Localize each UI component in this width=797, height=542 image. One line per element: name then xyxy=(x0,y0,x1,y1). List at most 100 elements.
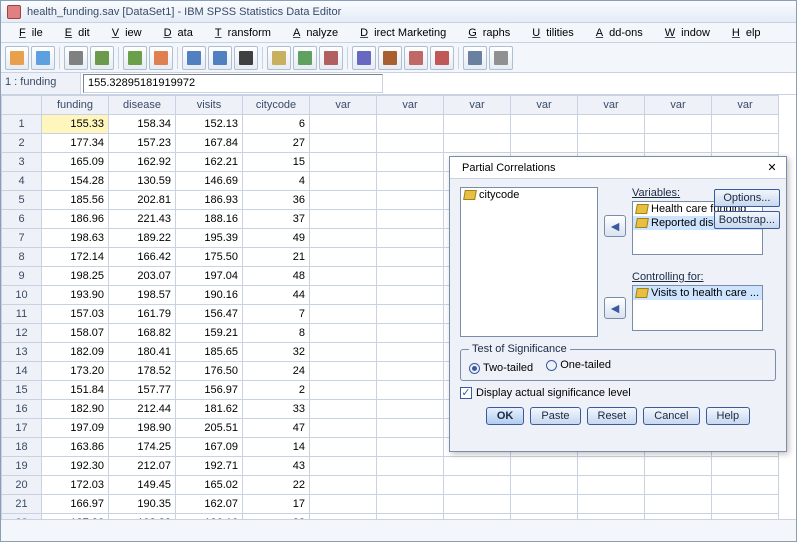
data-cell[interactable]: 149.45 xyxy=(109,476,176,495)
print-button[interactable] xyxy=(64,46,88,70)
data-cell[interactable]: 190.16 xyxy=(176,286,243,305)
data-cell[interactable] xyxy=(444,514,511,520)
data-cell[interactable]: 188.16 xyxy=(176,210,243,229)
data-cell[interactable] xyxy=(310,248,377,267)
vars-button[interactable] xyxy=(208,46,232,70)
data-cell[interactable]: 185.65 xyxy=(176,343,243,362)
data-cell[interactable] xyxy=(377,438,444,457)
menu-direct-marketing[interactable]: Direct Marketing xyxy=(348,25,452,41)
data-cell[interactable] xyxy=(377,248,444,267)
data-cell[interactable] xyxy=(377,267,444,286)
data-cell[interactable]: 151.84 xyxy=(42,381,109,400)
data-cell[interactable]: 17 xyxy=(243,495,310,514)
row-header[interactable]: 2 xyxy=(2,134,42,153)
data-cell[interactable]: 182.09 xyxy=(42,343,109,362)
data-cell[interactable]: 156.97 xyxy=(176,381,243,400)
data-cell[interactable] xyxy=(511,134,578,153)
data-cell[interactable] xyxy=(377,153,444,172)
data-cell[interactable] xyxy=(444,457,511,476)
data-cell[interactable] xyxy=(377,457,444,476)
menu-file[interactable]: File xyxy=(7,25,49,41)
data-cell[interactable] xyxy=(511,495,578,514)
one-tailed-radio[interactable]: One-tailed xyxy=(546,359,611,371)
row-header[interactable]: 18 xyxy=(2,438,42,457)
data-cell[interactable]: 189.22 xyxy=(109,229,176,248)
data-cell[interactable] xyxy=(377,191,444,210)
data-cell[interactable]: 130.59 xyxy=(109,172,176,191)
data-cell[interactable] xyxy=(511,115,578,134)
data-cell[interactable]: 24 xyxy=(243,362,310,381)
data-cell[interactable]: 192.71 xyxy=(176,457,243,476)
cell-value[interactable]: 155.32895181919972 xyxy=(83,74,383,93)
data-cell[interactable] xyxy=(377,134,444,153)
display-significance-checkbox[interactable]: ✓Display actual significance level xyxy=(460,387,631,399)
data-cell[interactable] xyxy=(310,495,377,514)
save-button[interactable] xyxy=(31,46,55,70)
data-cell[interactable] xyxy=(310,343,377,362)
row-header[interactable]: 5 xyxy=(2,191,42,210)
data-cell[interactable]: 37 xyxy=(243,210,310,229)
data-cell[interactable] xyxy=(310,191,377,210)
data-cell[interactable]: 48 xyxy=(243,267,310,286)
data-cell[interactable] xyxy=(377,362,444,381)
data-cell[interactable]: 197.09 xyxy=(42,419,109,438)
list-item[interactable]: Visits to health care ... xyxy=(633,286,762,300)
data-cell[interactable] xyxy=(578,495,645,514)
col-header[interactable]: var xyxy=(310,96,377,115)
ok-button[interactable]: OK xyxy=(486,407,525,425)
data-cell[interactable]: 176.50 xyxy=(176,362,243,381)
data-cell[interactable] xyxy=(377,495,444,514)
data-cell[interactable] xyxy=(377,115,444,134)
data-cell[interactable] xyxy=(377,419,444,438)
data-cell[interactable] xyxy=(310,324,377,343)
row-header[interactable]: 8 xyxy=(2,248,42,267)
data-cell[interactable] xyxy=(712,457,779,476)
data-cell[interactable]: 8 xyxy=(243,324,310,343)
split-button[interactable] xyxy=(378,46,402,70)
data-cell[interactable] xyxy=(578,514,645,520)
data-cell[interactable]: 4 xyxy=(243,172,310,191)
chart-button[interactable] xyxy=(293,46,317,70)
menu-analyze[interactable]: Analyze xyxy=(281,25,344,41)
data-cell[interactable]: 163.86 xyxy=(42,438,109,457)
row-header[interactable]: 17 xyxy=(2,419,42,438)
open-button[interactable] xyxy=(5,46,29,70)
col-header[interactable]: var xyxy=(645,96,712,115)
menu-edit[interactable]: Edit xyxy=(53,25,96,41)
value-labels-button[interactable] xyxy=(430,46,454,70)
data-cell[interactable]: 198.38 xyxy=(109,514,176,520)
goto-button[interactable] xyxy=(182,46,206,70)
data-cell[interactable]: 47 xyxy=(243,419,310,438)
data-cell[interactable] xyxy=(310,457,377,476)
data-cell[interactable] xyxy=(310,381,377,400)
data-cell[interactable]: 159.21 xyxy=(176,324,243,343)
data-cell[interactable] xyxy=(578,476,645,495)
data-cell[interactable]: 156.47 xyxy=(176,305,243,324)
data-cell[interactable] xyxy=(310,210,377,229)
data-cell[interactable]: 166.42 xyxy=(109,248,176,267)
data-cell[interactable] xyxy=(310,115,377,134)
spell-button[interactable] xyxy=(489,46,513,70)
data-cell[interactable] xyxy=(377,343,444,362)
data-cell[interactable] xyxy=(377,400,444,419)
data-cell[interactable]: 162.07 xyxy=(176,495,243,514)
data-cell[interactable]: 15 xyxy=(243,153,310,172)
data-cell[interactable] xyxy=(310,305,377,324)
data-cell[interactable]: 167.84 xyxy=(176,134,243,153)
col-header[interactable]: visits xyxy=(176,96,243,115)
sets-button[interactable] xyxy=(463,46,487,70)
data-cell[interactable] xyxy=(310,438,377,457)
data-cell[interactable]: 2 xyxy=(243,381,310,400)
row-header[interactable]: 13 xyxy=(2,343,42,362)
data-cell[interactable]: 186.93 xyxy=(176,191,243,210)
export-button[interactable] xyxy=(90,46,114,70)
cancel-button[interactable]: Cancel xyxy=(643,407,699,425)
row-header[interactable]: 21 xyxy=(2,495,42,514)
data-cell[interactable]: 212.07 xyxy=(109,457,176,476)
data-cell[interactable]: 177.34 xyxy=(42,134,109,153)
data-cell[interactable]: 178.52 xyxy=(109,362,176,381)
data-cell[interactable]: 168.82 xyxy=(109,324,176,343)
data-cell[interactable]: 186.96 xyxy=(42,210,109,229)
data-cell[interactable] xyxy=(444,134,511,153)
data-cell[interactable]: 202.81 xyxy=(109,191,176,210)
